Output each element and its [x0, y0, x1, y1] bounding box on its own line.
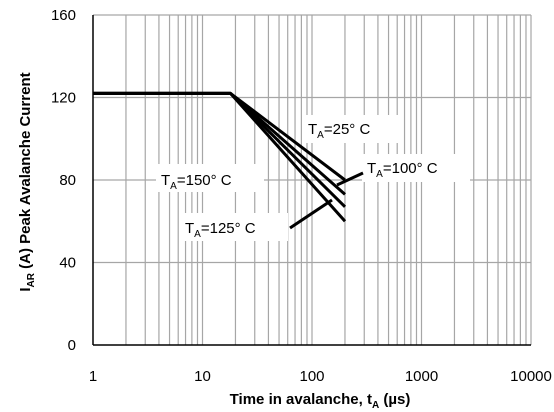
y-tick-label: 160: [51, 7, 76, 24]
annotation-25c: TA=25° C: [303, 115, 403, 143]
x-tick-label: 10000: [510, 368, 552, 385]
y-axis-label: IAR (A) Peak Avalanche Current: [17, 72, 37, 291]
x-tick-label: 1: [89, 368, 97, 385]
y-tick-label: 120: [51, 90, 76, 107]
svg-text:TA=150° C: TA=150° C: [161, 172, 232, 192]
x-tick-label: 10: [194, 368, 211, 385]
annotation-150c: TA=150° C: [156, 164, 264, 192]
y-tick-label: 40: [59, 255, 76, 272]
svg-text:TA=25° C: TA=25° C: [308, 121, 370, 141]
annotation-leaders: [289, 171, 364, 230]
svg-text:TA=125° C: TA=125° C: [185, 220, 256, 240]
series-line-3: [93, 91, 347, 223]
y-tick-label: 0: [68, 337, 76, 354]
svg-text:TA=100° C: TA=100° C: [367, 160, 438, 180]
axes: [92, 15, 531, 346]
annotation-100c: TA=100° C: [362, 154, 470, 182]
x-tick-label: 1000: [405, 368, 438, 385]
tick-labels: 1 10 100 1000 10000 0 40 80 120 160: [51, 7, 552, 385]
leader-100c: [336, 171, 364, 187]
leader-125c: [289, 198, 333, 230]
x-tick-label: 100: [299, 368, 324, 385]
annotation-125c: TA=125° C: [180, 213, 288, 241]
x-axis-label: Time in avalanche, tA (µs): [230, 391, 411, 411]
y-tick-label: 80: [59, 172, 76, 189]
series-lines: [93, 91, 347, 223]
